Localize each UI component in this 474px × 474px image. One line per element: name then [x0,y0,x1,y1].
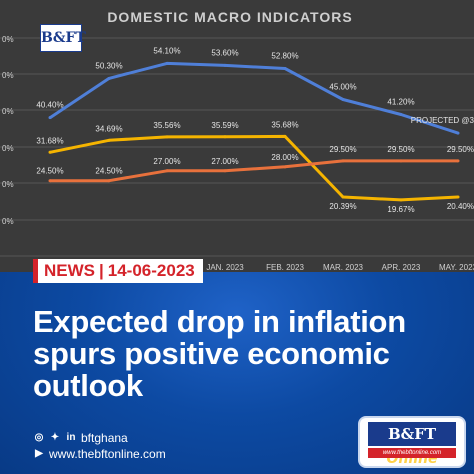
data-label: 35.68% [271,120,298,129]
data-label: 27.00% [153,157,180,166]
social-handle-row: ◎ ✦ in bftghana [33,430,166,446]
y-tick-label: 0% [2,35,14,44]
x-tick-label: APR. 2023 [382,263,421,272]
social-handle[interactable]: bftghana [81,431,128,445]
social-links: ◎ ✦ in bftghana ▶ www.thebftonline.com [33,430,166,462]
data-point [283,165,287,169]
headline-line-2: spurs positive economic [33,336,390,371]
data-point [456,159,460,163]
data-label: 19.67% [387,205,414,214]
data-point [399,198,403,202]
bft-online-logo: B&FT Online www.thebftonline.com [360,418,464,467]
data-label: 54.10% [153,46,180,55]
data-label: 31.68% [36,136,63,145]
data-point [283,67,287,71]
data-label: 50.30% [95,61,122,70]
data-label: 45.00% [329,82,356,91]
logo-tagline: www.thebftonline.com [368,448,456,458]
data-point [48,116,52,120]
data-label: 27.00% [211,157,238,166]
news-badge: NEWS | 14-06-2023 [33,259,203,283]
data-label: 53.60% [211,48,238,57]
instagram-icon[interactable]: ◎ [34,432,44,443]
data-point [165,135,169,139]
data-point [107,179,111,183]
y-tick-label: 0% [2,144,14,153]
line-chart: 0% 0% 0% 0% 0% 0% DOMESTIC MACRO INDICATORS JAN… [0,9,474,272]
x-tick-label: FEB. 2023 [266,263,304,272]
data-label: 29.50% [447,145,474,154]
data-label: 20.40% [447,202,474,211]
data-label: 34.69% [95,124,122,133]
data-label: 24.50% [36,167,63,176]
series-line-3 [50,159,458,183]
data-point [341,159,345,163]
x-tick-label: MAY. 2023 [439,263,474,272]
headline: Expected drop in inflation spurs positiv… [33,306,443,402]
data-label: 20.39% [329,202,356,211]
bft-logo-small: B&FT [40,24,86,52]
data-point [223,63,227,67]
data-point [165,169,169,173]
data-point [107,138,111,142]
website-row: ▶ www.thebftonline.com [33,446,166,462]
data-point [223,135,227,139]
data-point [399,113,403,117]
logo-brand: B&FT Online [368,422,456,467]
y-tick-label: 0% [2,217,14,226]
y-tick-label: 0% [2,107,14,116]
twitter-icon[interactable]: ✦ [50,432,60,443]
headline-line-3: outlook [33,368,143,403]
data-point [48,179,52,183]
chart-title: DOMESTIC MACRO INDICATORS [107,9,352,25]
headline-line-1: Expected drop in inflation [33,304,406,339]
data-point [223,169,227,173]
data-label: 24.50% [95,167,122,176]
data-label: PROJECTED @3 [411,116,474,125]
data-label: 35.56% [153,121,180,130]
website-link[interactable]: www.thebftonline.com [49,447,166,461]
data-point [456,195,460,199]
data-label: 40.40% [36,101,63,110]
chart-panel: 0% 0% 0% 0% 0% 0% DOMESTIC MACRO INDICATORS JAN… [0,0,474,272]
data-point [341,195,345,199]
data-point [341,97,345,101]
logo-brand-text: B&FT [387,425,437,443]
data-point [283,134,287,138]
play-icon: ▶ [35,448,43,459]
data-label: 41.20% [387,98,414,107]
data-point [107,76,111,80]
data-label: 29.50% [387,145,414,154]
data-label: 29.50% [329,145,356,154]
badge-divider: | [99,261,104,280]
y-tick-label: 0% [2,180,14,189]
data-point [165,61,169,65]
data-label: 52.80% [271,52,298,61]
data-label: 35.59% [211,121,238,130]
data-point [399,159,403,163]
data-point [48,150,52,154]
y-tick-label: 0% [2,71,14,80]
data-point [456,131,460,135]
data-label: 28.00% [271,153,298,162]
series-line-2 [49,134,459,202]
news-tag: NEWS [44,261,95,280]
series-line-1 [49,61,459,135]
news-date: 14-06-2023 [107,261,195,280]
x-tick-label: MAR. 2023 [323,263,364,272]
x-tick-label: JAN. 2023 [206,263,244,272]
linkedin-icon[interactable]: in [66,432,76,443]
